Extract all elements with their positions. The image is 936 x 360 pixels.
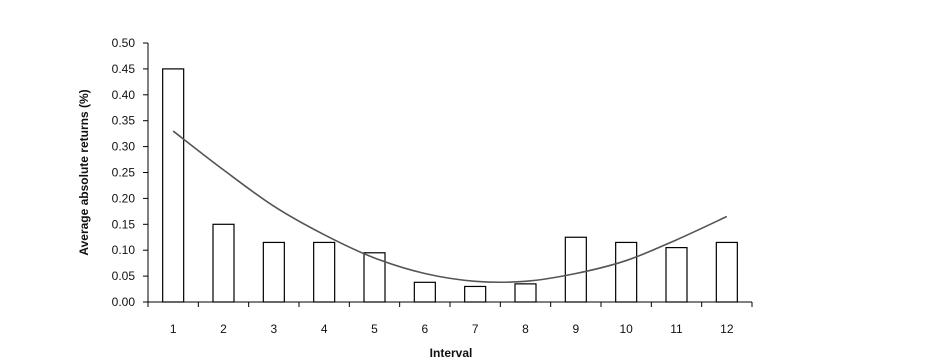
y-tick-label: 0.30 (112, 140, 136, 154)
x-tick-label: 8 (522, 322, 529, 336)
trendline (172, 130, 728, 284)
bar (715, 241, 738, 303)
bar (212, 223, 235, 303)
x-tick-label: 4 (321, 322, 328, 336)
bar-group (162, 68, 738, 303)
y-ticks: 0.00 0.05 0.10 0.15 0.20 0.25 0.30 0.35 0.40 0.45… (112, 36, 148, 309)
y-tick-label: 0.40 (112, 88, 136, 102)
x-ticks: 1 2 3 4 5 6 7 8 9 10 11 12 (147, 302, 753, 336)
x-tick-label: 5 (371, 322, 378, 336)
bar (615, 241, 638, 303)
x-tick-label: 6 (421, 322, 428, 336)
x-tick-label: 10 (619, 322, 633, 336)
x-tick-label: 12 (720, 322, 734, 336)
y-tick-label: 0.20 (112, 191, 136, 205)
bar (514, 283, 537, 303)
trendline-group (172, 130, 728, 284)
x-tick-label: 1 (170, 322, 177, 336)
y-tick-label: 0.35 (112, 114, 136, 128)
y-tick-label: 0.15 (112, 217, 136, 231)
bar (464, 285, 487, 303)
y-tick-label: 0.00 (112, 295, 136, 309)
y-tick-label: 0.05 (112, 269, 136, 283)
y-axis-title: Average absolute returns (%) (77, 89, 91, 255)
y-tick-label: 0.10 (112, 243, 136, 257)
y-tick-label: 0.45 (112, 62, 136, 76)
axes (147, 43, 752, 303)
bar (413, 281, 436, 303)
x-tick-label: 2 (220, 322, 227, 336)
y-tick-label: 0.25 (112, 166, 136, 180)
bar (162, 68, 185, 303)
bar (313, 241, 336, 303)
x-tick-label: 7 (472, 322, 479, 336)
bar (665, 247, 688, 303)
x-axis-title: Interval (430, 346, 473, 360)
y-tick-label: 0.50 (112, 36, 136, 50)
x-tick-label: 3 (270, 322, 277, 336)
bar (262, 241, 285, 303)
bar (564, 236, 587, 303)
x-tick-label: 9 (572, 322, 579, 336)
x-tick-label: 11 (670, 322, 683, 336)
